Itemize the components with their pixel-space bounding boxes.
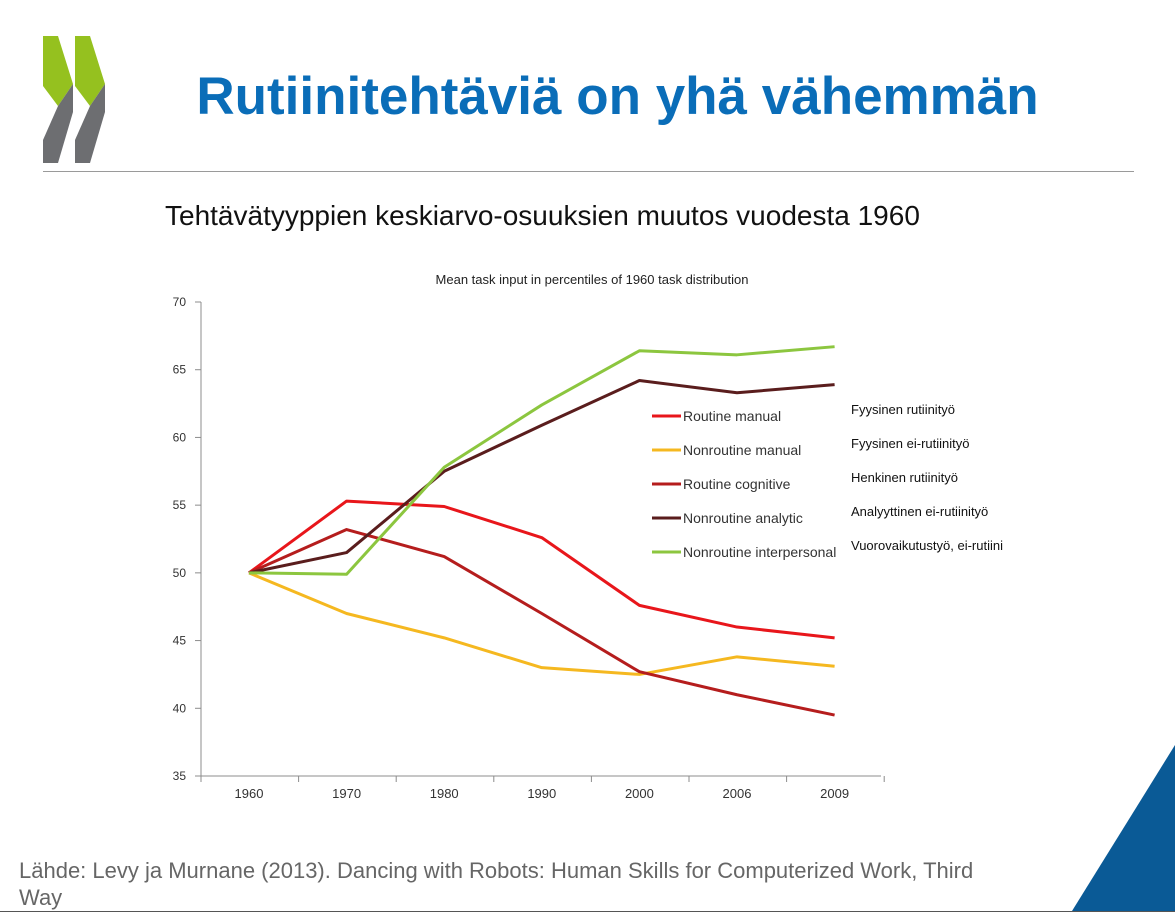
oecd-logo [43, 36, 105, 163]
logo-chevron-right-green [75, 36, 105, 106]
series-line-nonroutine-analytic [248, 379, 835, 575]
y-tick-label: 45 [173, 634, 187, 648]
x-tick-label: 2009 [820, 786, 849, 801]
x-axis-ticks: 1960 1970 1980 1990 2000 2006 2009 [200, 776, 885, 801]
x-tick-label: 1990 [527, 786, 556, 801]
slide-subtitle: Tehtävätyyppien keskiarvo-osuuksien muut… [165, 200, 920, 231]
y-axis-ticks: 35 40 45 50 55 60 65 70 [173, 295, 201, 783]
legend-translation: Fyysinen ei-rutiinityö [851, 436, 970, 451]
series-line-nonroutine-interpersonal [248, 345, 835, 576]
y-tick-label: 35 [173, 769, 187, 783]
y-tick-label: 40 [173, 701, 187, 715]
x-tick-label: 1970 [332, 786, 361, 801]
series-line-routine-manual [248, 499, 835, 640]
logo-chevron-left-green [43, 36, 73, 106]
slide-title: Rutiinitehtäviä on yhä vähemmän [196, 67, 1039, 126]
x-tick-label: 1960 [235, 786, 264, 801]
legend-label: Routine manual [683, 408, 781, 424]
chart-title: Mean task input in percentiles of 1960 t… [436, 272, 749, 287]
y-tick-label: 50 [173, 566, 187, 580]
title-divider [43, 171, 1134, 172]
bottom-divider [0, 911, 1175, 912]
logo-chevron-left-gray [43, 84, 73, 163]
source-citation: Lähde: Levy ja Murnane (2013). Dancing w… [19, 858, 974, 910]
series-lines [248, 345, 835, 717]
x-tick-label: 2006 [723, 786, 752, 801]
legend-label: Nonroutine manual [683, 442, 801, 458]
series-line-nonroutine-manual [248, 571, 835, 676]
series-line-routine-cognitive [248, 528, 835, 717]
legend-label: Nonroutine analytic [683, 510, 803, 526]
x-tick-label: 2000 [625, 786, 654, 801]
logo-chevron-right-gray [75, 84, 105, 163]
y-tick-label: 65 [173, 363, 187, 377]
legend-translation: Analyyttinen ei-rutiinityö [851, 504, 988, 519]
legend-translation: Vuorovaikutustyö, ei-rutiini [851, 538, 1003, 553]
legend-translation: Fyysinen rutiinityö [851, 402, 955, 417]
legend-label: Routine cognitive [683, 476, 791, 492]
y-tick-label: 55 [173, 498, 187, 512]
legend-translation: Henkinen rutiinityö [851, 470, 958, 485]
legend-label: Nonroutine interpersonal [683, 544, 836, 560]
y-tick-label: 60 [173, 430, 187, 444]
x-tick-label: 1980 [430, 786, 459, 801]
y-tick-label: 70 [173, 295, 187, 309]
legend: Routine manual Fyysinen rutiinityö Nonrout… [652, 402, 1003, 560]
